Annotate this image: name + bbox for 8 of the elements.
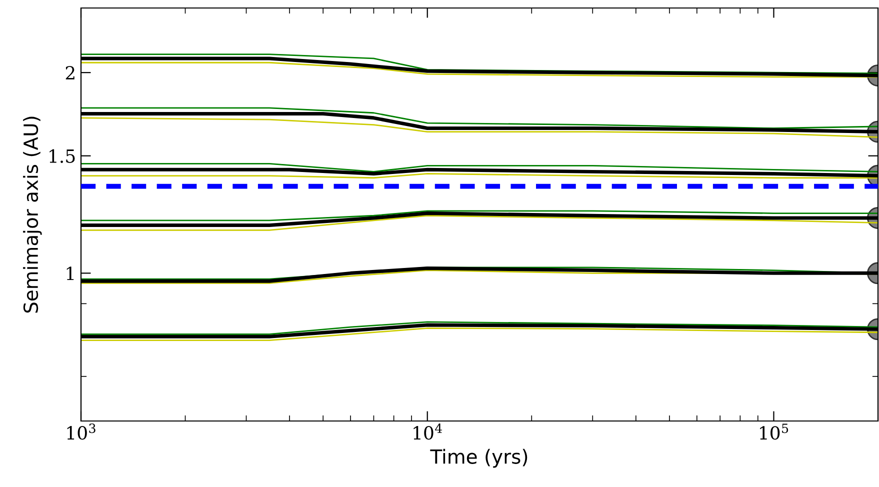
x-tick-label: 10$^{3}$: [67, 424, 96, 440]
x-tick-label: 10$^{4}$: [414, 424, 442, 440]
y-tick-label: 2: [66, 66, 74, 80]
x-tick-label: 10$^{5}$: [760, 424, 788, 440]
y-tick-label: 1.5: [50, 149, 75, 163]
y-axis-title: Semimajor axis (AU): [23, 116, 42, 313]
x-axis-title: Time (yrs): [430, 448, 528, 468]
y-tick-label: 1: [66, 266, 74, 280]
